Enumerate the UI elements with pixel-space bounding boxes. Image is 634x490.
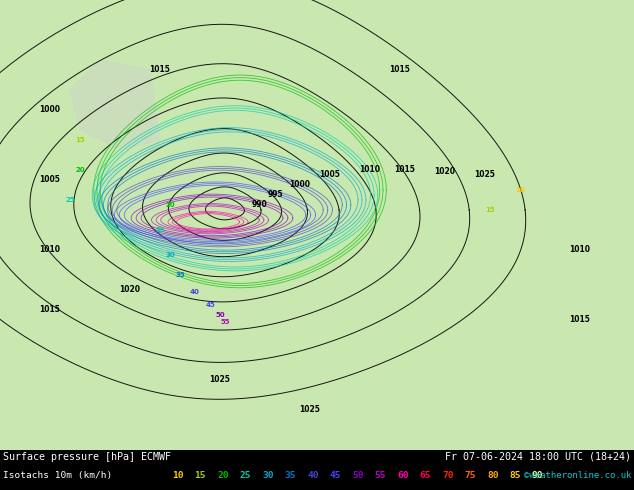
Text: 15: 15 — [195, 471, 206, 480]
Text: 35: 35 — [175, 272, 185, 278]
Text: 1015: 1015 — [394, 166, 415, 174]
Text: 75: 75 — [465, 471, 476, 480]
Text: 1025: 1025 — [299, 405, 320, 415]
Text: 1000: 1000 — [39, 105, 60, 115]
Text: 1010: 1010 — [359, 166, 380, 174]
Text: 10: 10 — [515, 187, 525, 193]
Text: 1010: 1010 — [39, 245, 60, 254]
Text: 995: 995 — [267, 191, 283, 199]
Text: Isotachs 10m (km/h): Isotachs 10m (km/h) — [3, 471, 112, 480]
Text: 1000: 1000 — [290, 180, 311, 190]
Text: 65: 65 — [420, 471, 431, 480]
Text: 60: 60 — [397, 471, 408, 480]
Text: 10: 10 — [172, 471, 183, 480]
Text: 90: 90 — [532, 471, 543, 480]
Text: 1005: 1005 — [39, 175, 60, 184]
Text: 20: 20 — [165, 202, 175, 208]
Text: 80: 80 — [487, 471, 498, 480]
Text: 1015: 1015 — [389, 66, 410, 74]
Text: 45: 45 — [330, 471, 341, 480]
Text: 50: 50 — [215, 312, 225, 318]
Text: 1005: 1005 — [320, 171, 340, 179]
Text: 40: 40 — [190, 289, 200, 295]
Text: Surface pressure [hPa] ECMWF: Surface pressure [hPa] ECMWF — [3, 452, 171, 462]
Text: 50: 50 — [352, 471, 363, 480]
Text: 40: 40 — [307, 471, 318, 480]
Text: 15: 15 — [485, 207, 495, 213]
Text: 1025: 1025 — [475, 171, 495, 179]
Text: 30: 30 — [165, 252, 175, 258]
Text: 1020: 1020 — [119, 285, 141, 294]
Text: 1010: 1010 — [569, 245, 590, 254]
Text: 1015: 1015 — [39, 305, 60, 315]
Text: 70: 70 — [442, 471, 453, 480]
Text: 1025: 1025 — [210, 375, 230, 384]
Text: 15: 15 — [75, 137, 85, 143]
Text: 55: 55 — [220, 319, 230, 325]
Text: 20: 20 — [75, 167, 85, 173]
Text: 55: 55 — [375, 471, 386, 480]
Text: 1015: 1015 — [569, 316, 590, 324]
Text: 30: 30 — [262, 471, 273, 480]
Text: 25: 25 — [240, 471, 251, 480]
Text: 1020: 1020 — [434, 168, 455, 176]
Text: 20: 20 — [217, 471, 228, 480]
Text: 35: 35 — [285, 471, 296, 480]
Text: ©weatheronline.co.uk: ©weatheronline.co.uk — [524, 471, 631, 480]
Text: 85: 85 — [510, 471, 521, 480]
Text: 45: 45 — [205, 302, 215, 308]
Text: 25: 25 — [65, 197, 75, 203]
Text: 25: 25 — [155, 227, 165, 233]
Text: 1015: 1015 — [150, 66, 171, 74]
Polygon shape — [70, 60, 160, 150]
Text: 990: 990 — [252, 200, 268, 209]
Text: Fr 07-06-2024 18:00 UTC (18+24): Fr 07-06-2024 18:00 UTC (18+24) — [445, 452, 631, 462]
